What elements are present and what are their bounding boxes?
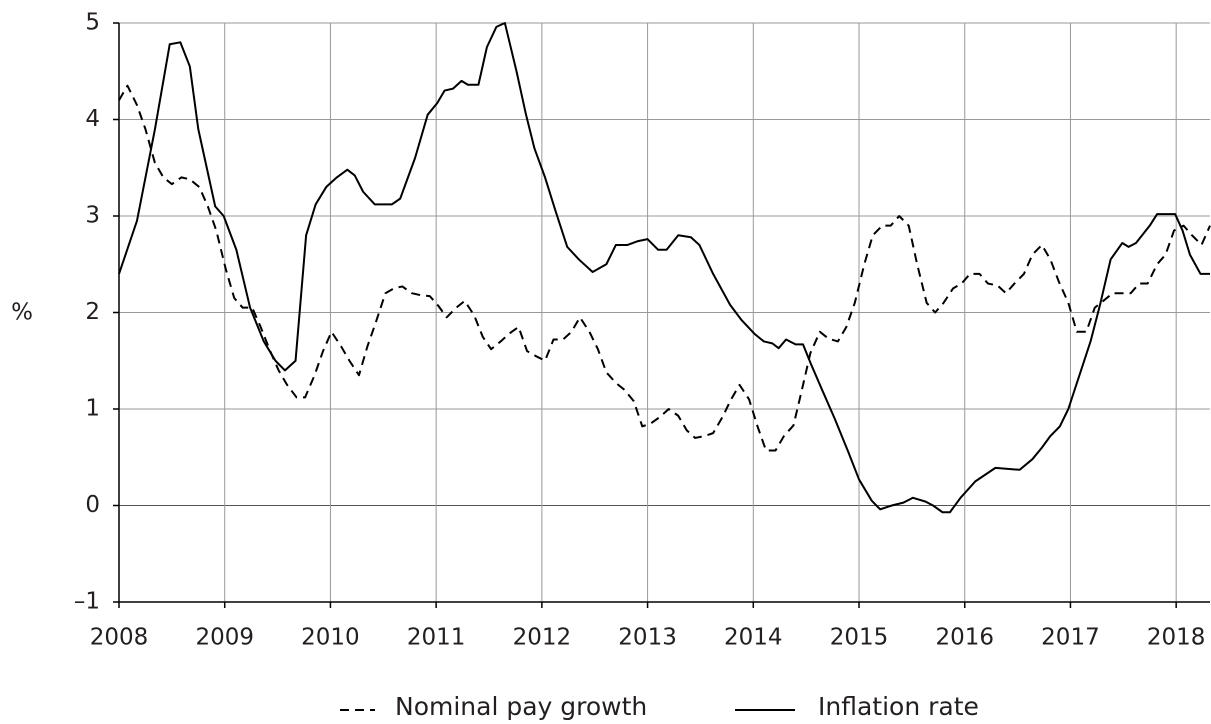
x-tick-label: 2012: [513, 625, 572, 651]
y-tick-label: 2: [85, 299, 100, 325]
y-tick-label: 4: [85, 106, 100, 132]
x-tick-label: 2017: [1041, 625, 1100, 651]
x-tick-label: 2016: [935, 625, 994, 651]
legend-label: Inflation rate: [818, 692, 979, 721]
y-axis-label: %: [11, 300, 33, 326]
series-line: [118, 84, 1211, 452]
x-tick-label: 2010: [301, 625, 360, 651]
series-line: [118, 22, 1210, 514]
y-tick-label: 1: [85, 396, 100, 422]
x-tick-label: 2008: [90, 625, 149, 651]
y-tick-label: 5: [85, 10, 100, 36]
y-tick-label: 3: [85, 203, 100, 229]
x-tick-label: 2015: [830, 625, 889, 651]
y-tick-label: –1: [74, 589, 100, 615]
y-tick-label: 0: [85, 492, 100, 518]
x-tick-label: 2014: [724, 625, 783, 651]
x-tick-label: 2009: [195, 625, 254, 651]
x-tick-label: 2013: [618, 625, 677, 651]
x-tick-label: 2011: [407, 625, 466, 651]
legend-label: Nominal pay growth: [395, 692, 647, 721]
x-tick-label: 2018: [1147, 625, 1206, 651]
